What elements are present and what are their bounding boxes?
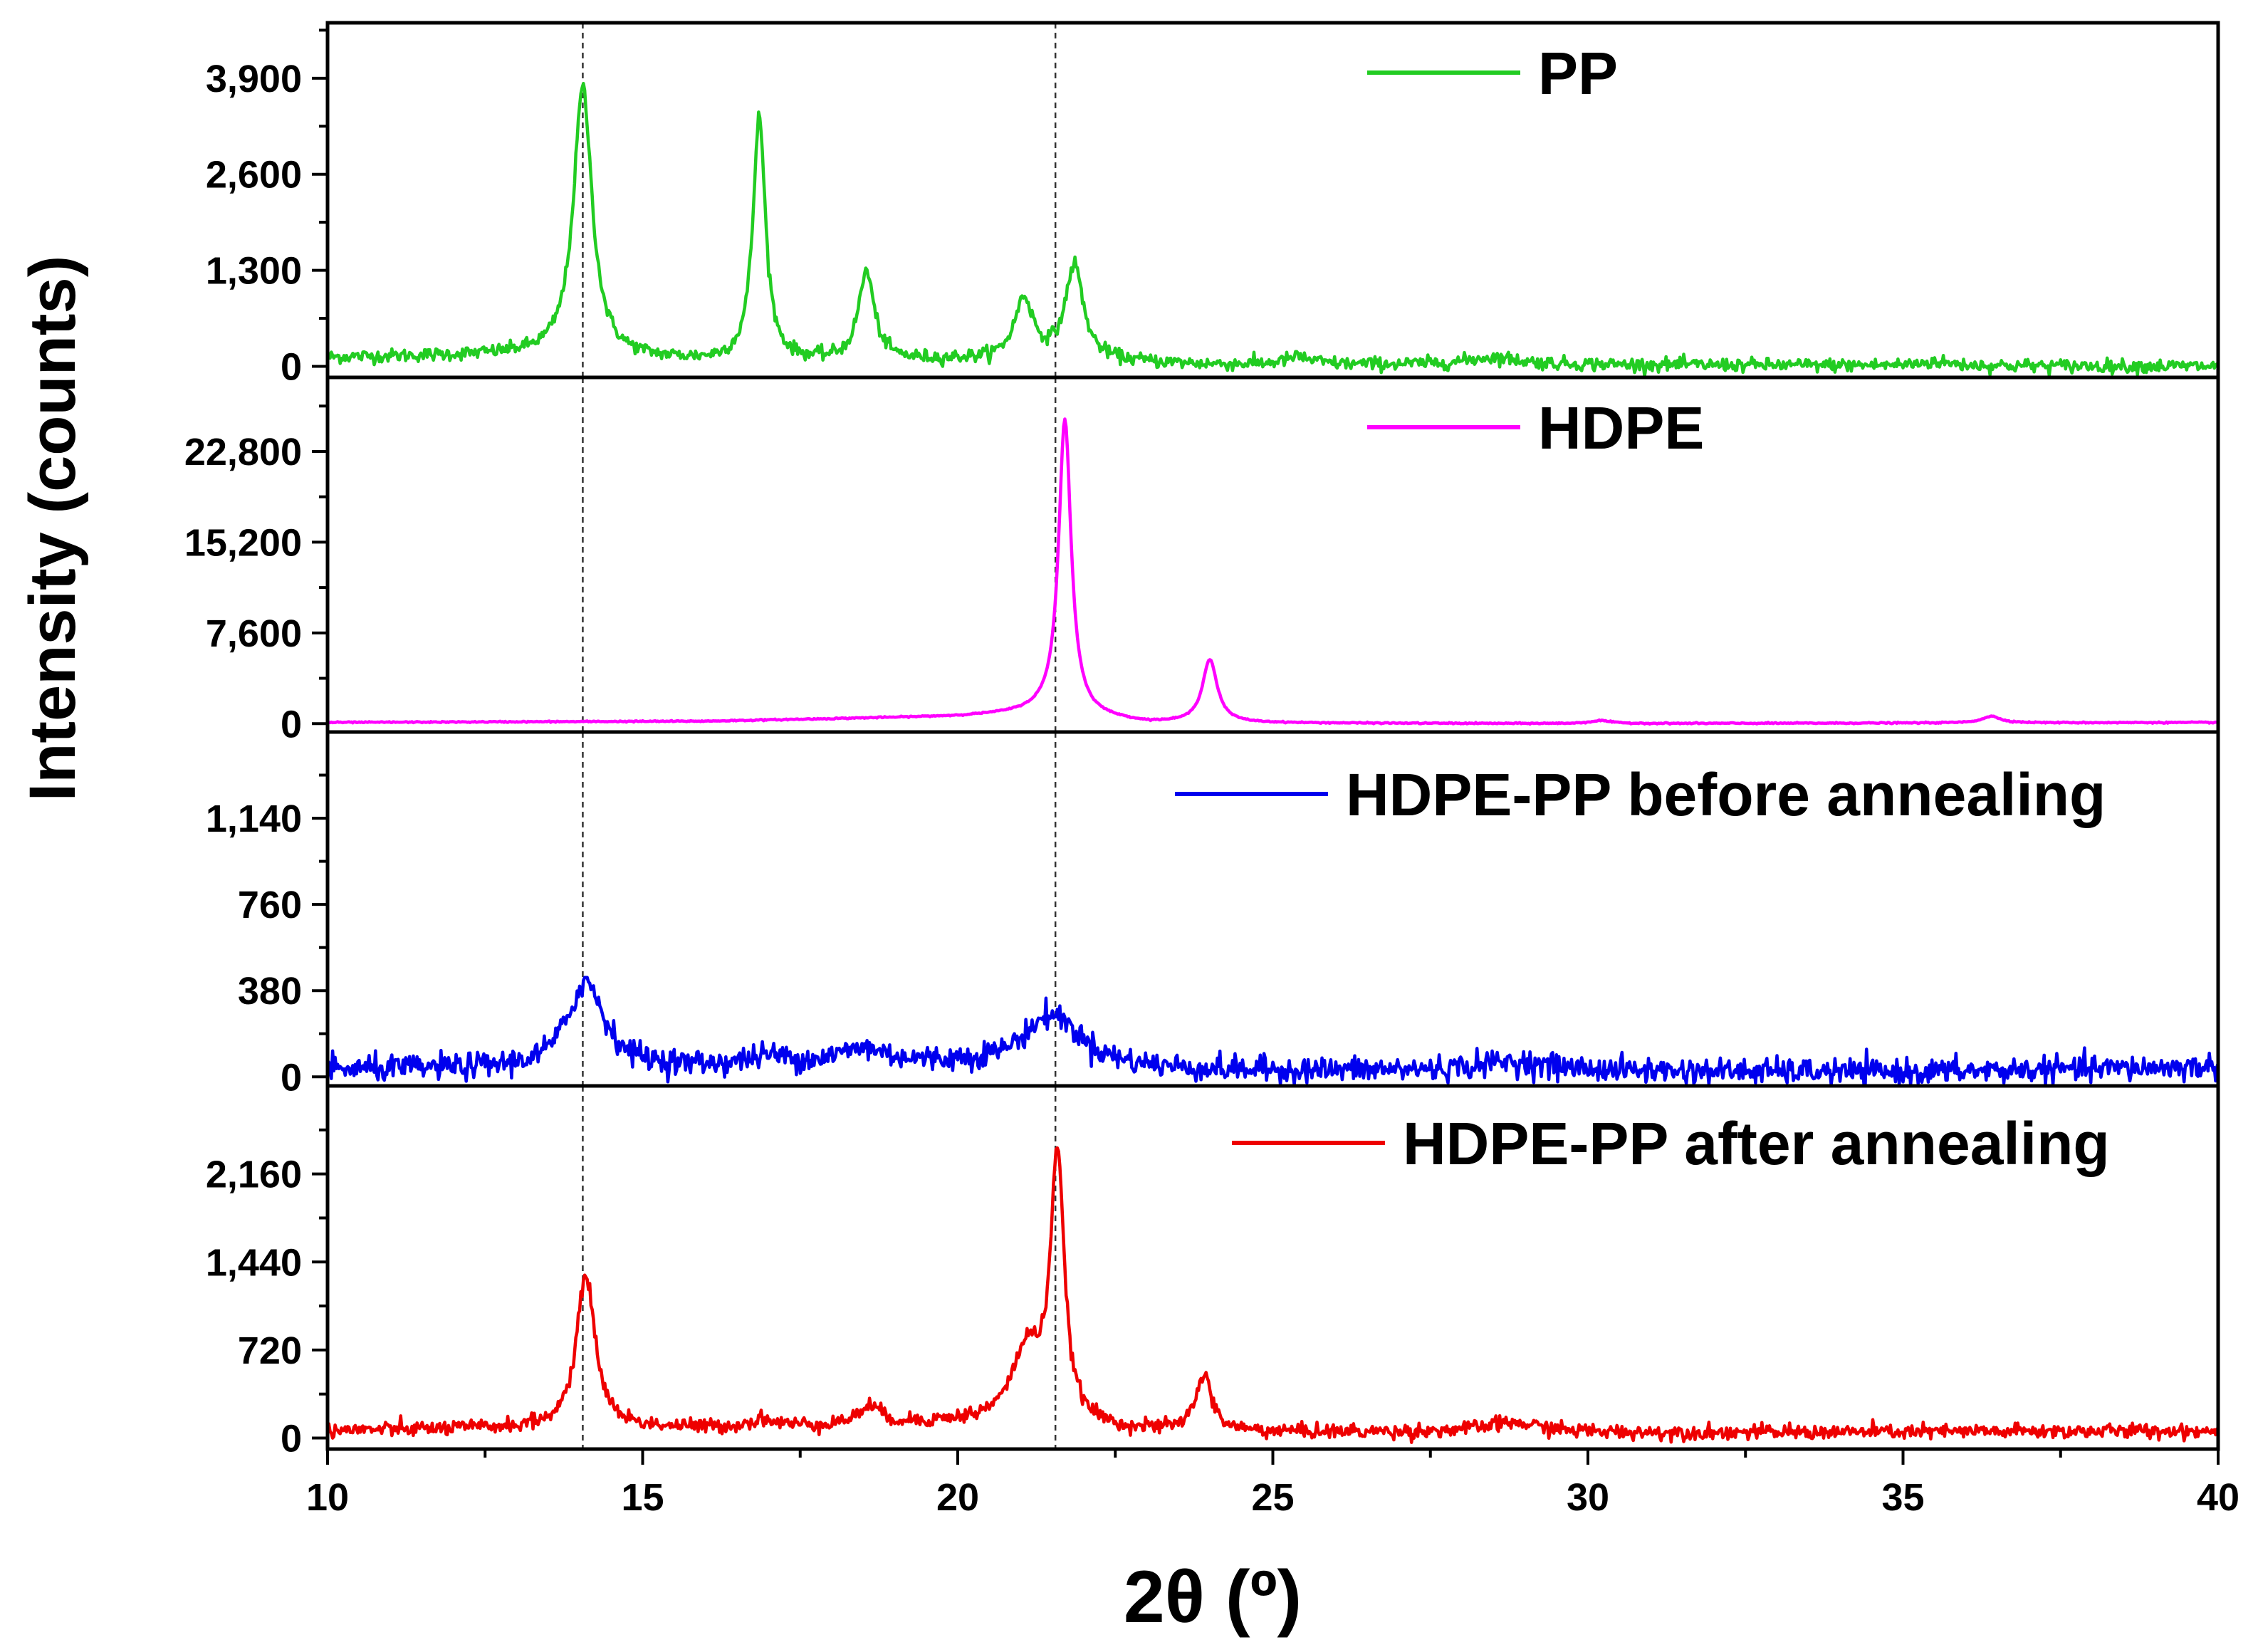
x-axis: 10 15 20 25 30 35 40 [306, 1449, 2239, 1519]
y-axis-title: Intensity (counts) [16, 256, 89, 802]
legend-label: PP [1538, 40, 1618, 107]
y-tick-label: 22,800 [184, 431, 302, 474]
panel-hdpe-pp-before-annealing: 0 380 760 1,140 HDPE-PP before annealing [206, 732, 2220, 1099]
series-line [325, 976, 2220, 1087]
chart-panels: 0 1,300 2,600 3,900 PP 0 7,600 15,200 22,800 HDPE… [184, 23, 2220, 1460]
series-line [327, 417, 2219, 726]
panel-frame [325, 21, 2220, 380]
series-line [325, 1146, 2220, 1444]
panel-pp: 0 1,300 2,600 3,900 PP [206, 23, 2220, 388]
y-tick-label: 1,300 [206, 250, 302, 293]
legend-label: HDPE-PP before annealing [1346, 761, 2106, 828]
x-tick-label: 15 [621, 1476, 664, 1519]
x-tick-label: 20 [936, 1476, 979, 1519]
x-tick-label: 10 [306, 1476, 349, 1519]
y-tick-label: 0 [281, 1418, 302, 1460]
y-tick-label: 15,200 [184, 521, 302, 564]
x-tick-label: 40 [2197, 1476, 2239, 1519]
legend-label: HDPE-PP after annealing [1403, 1110, 2110, 1177]
y-tick-label: 3,900 [206, 58, 302, 100]
x-tick-label: 30 [1567, 1476, 1609, 1519]
y-tick-label: 720 [238, 1329, 302, 1372]
panel-hdpe: 0 7,600 15,200 22,800 HDPE [184, 377, 2219, 746]
y-tick-label: 0 [281, 1056, 302, 1099]
y-tick-label: 1,440 [206, 1241, 302, 1284]
x-tick-label: 25 [1251, 1476, 1294, 1519]
x-tick-label: 35 [1881, 1476, 1924, 1519]
panel-hdpe-pp-after-annealing: 0 720 1,440 2,160 HDPE-PP after annealing [206, 1086, 2220, 1460]
y-tick-label: 0 [281, 703, 302, 746]
x-axis-title: 2θ (º) [1124, 1556, 1302, 1638]
y-tick-label: 2,600 [206, 154, 302, 197]
y-tick-label: 7,600 [206, 612, 302, 655]
y-tick-label: 1,140 [206, 798, 302, 840]
series-line [325, 81, 2220, 378]
y-tick-label: 760 [238, 884, 302, 926]
y-tick-label: 380 [238, 970, 302, 1013]
y-tick-label: 0 [281, 345, 302, 388]
y-tick-label: 2,160 [206, 1154, 302, 1196]
plot-frame [325, 21, 2220, 1451]
legend-label: HDPE [1538, 394, 1704, 461]
panel-frame [325, 375, 2220, 734]
